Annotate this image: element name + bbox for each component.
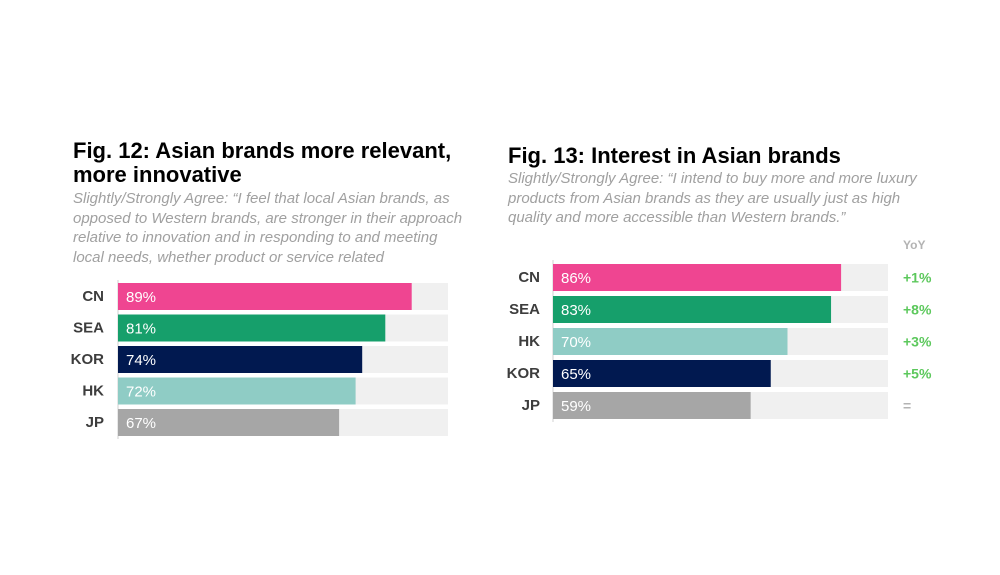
yoy-value: = bbox=[903, 398, 911, 414]
category-label: JP bbox=[522, 397, 540, 414]
data-label: 67% bbox=[126, 415, 156, 432]
data-label: 89% bbox=[126, 289, 156, 306]
bar-jp bbox=[553, 392, 751, 419]
category-label: CN bbox=[518, 269, 540, 286]
category-label: CN bbox=[82, 288, 104, 305]
figure-13-title: Fig. 13: Interest in Asian brands bbox=[508, 143, 841, 168]
data-label: 81% bbox=[126, 321, 156, 338]
bar-kor bbox=[118, 346, 363, 373]
data-label: 70% bbox=[561, 334, 591, 351]
data-label: 65% bbox=[561, 366, 591, 383]
figure-12-subtitle: Slightly/Strongly Agree: “I feel that lo… bbox=[73, 190, 463, 266]
bar-sea bbox=[118, 314, 386, 342]
figure-13: Fig. 13: Interest in Asian brands Slight… bbox=[508, 144, 938, 228]
figure-13-subtitle: Slightly/Strongly Agree: “I intend to bu… bbox=[508, 170, 917, 226]
category-label: KOR bbox=[71, 351, 105, 368]
category-label: SEA bbox=[73, 320, 104, 337]
yoy-value: +3% bbox=[903, 334, 932, 350]
bar-kor bbox=[553, 360, 771, 387]
bar-jp bbox=[118, 409, 340, 436]
data-label: 72% bbox=[126, 384, 156, 401]
category-label: HK bbox=[518, 333, 540, 350]
bar-sea bbox=[553, 296, 832, 323]
category-label: KOR bbox=[507, 365, 541, 382]
data-label: 74% bbox=[126, 352, 156, 369]
data-label: 59% bbox=[561, 398, 591, 415]
bar-hk bbox=[118, 377, 356, 405]
bar-hk bbox=[553, 328, 788, 355]
yoy-value: +8% bbox=[903, 302, 932, 318]
yoy-value: +5% bbox=[903, 366, 932, 382]
category-label: HK bbox=[82, 383, 104, 400]
figure-12: Fig. 12: Asian brands more relevant, mor… bbox=[73, 139, 463, 267]
data-label: 83% bbox=[561, 302, 591, 319]
yoy-value: +1% bbox=[903, 270, 932, 286]
category-label: SEA bbox=[509, 301, 540, 318]
bar-cn bbox=[118, 283, 412, 310]
data-label: 86% bbox=[561, 270, 591, 287]
yoy-header: YoY bbox=[903, 238, 925, 252]
category-label: JP bbox=[86, 414, 104, 431]
bar-cn bbox=[553, 264, 842, 291]
figure-12-title: Fig. 12: Asian brands more relevant, mor… bbox=[73, 138, 452, 187]
